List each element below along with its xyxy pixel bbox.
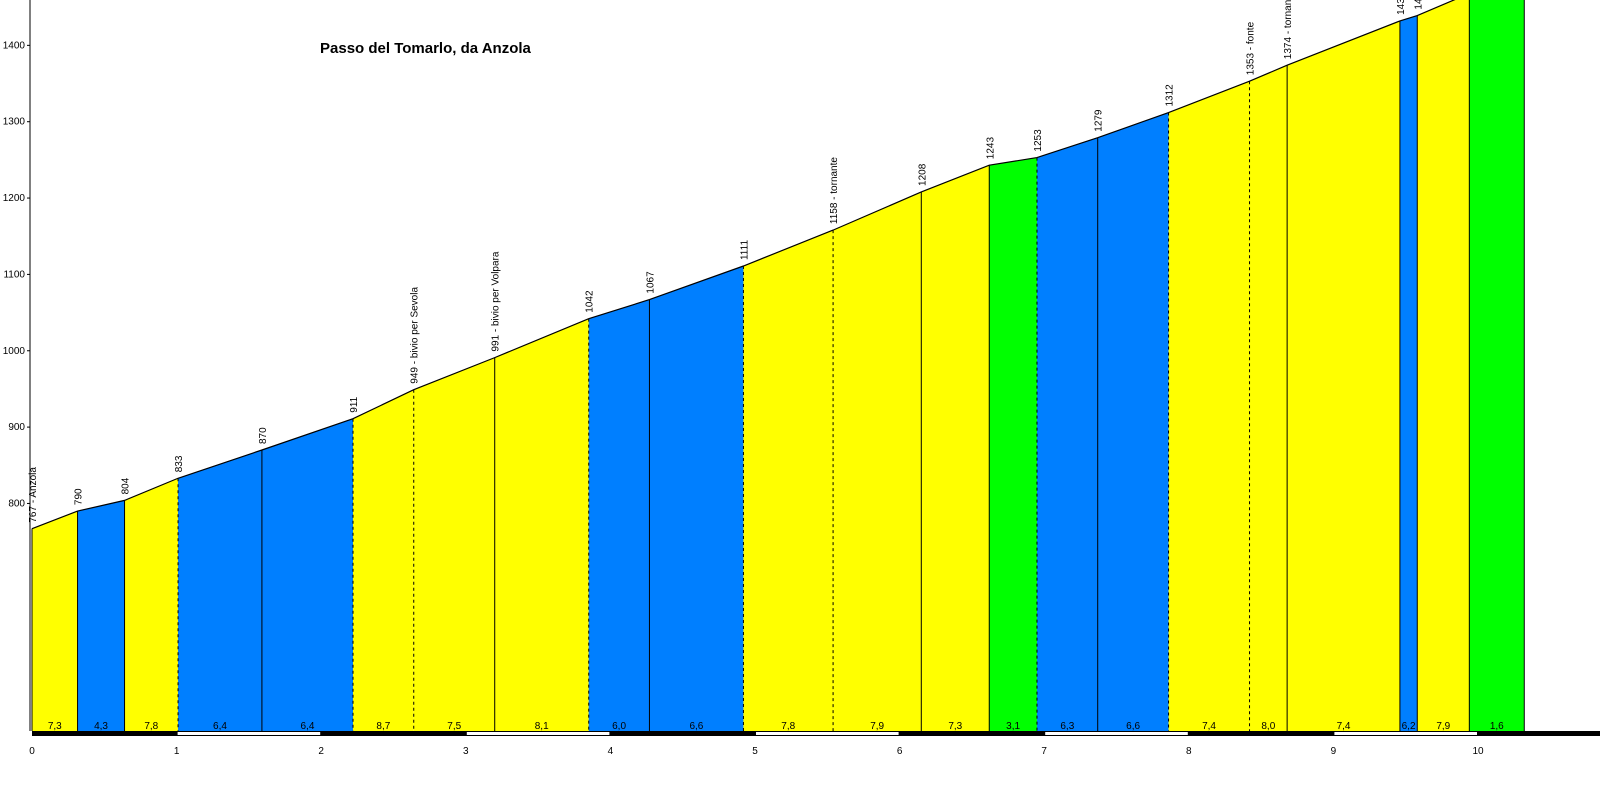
distance-bar-block <box>1334 732 1477 735</box>
x-tick-label: 7 <box>1041 746 1047 757</box>
gradient-label: 7,4 <box>1337 721 1351 732</box>
x-tick-label: 4 <box>608 746 614 757</box>
x-tick-label: 8 <box>1186 746 1192 757</box>
segment-fill-12 <box>921 165 990 732</box>
x-tick-label: 0 <box>29 746 35 757</box>
gradient-label: 8,0 <box>1261 721 1275 732</box>
gradient-label: 7,8 <box>781 721 795 732</box>
segment-fill-4 <box>261 418 354 731</box>
y-tick-label: 1100 <box>3 269 25 280</box>
gradient-label: 7,3 <box>48 721 62 732</box>
gradient-label: 1,6 <box>1490 721 1504 732</box>
y-tick-label: 1300 <box>3 117 26 128</box>
altitude-label: 804 <box>121 477 132 494</box>
gradient-label: 7,3 <box>948 721 962 732</box>
altitude-label: 1432 <box>1396 0 1407 15</box>
y-tick-label: 1200 <box>3 193 26 204</box>
distance-bar-block <box>466 732 610 735</box>
x-tick-label: 9 <box>1331 746 1337 757</box>
gradient-label: 6,2 <box>1402 721 1416 732</box>
altitude-label: 911 <box>349 396 360 412</box>
segment-fill-17 <box>1249 65 1288 732</box>
gradient-label: 7,8 <box>144 721 158 732</box>
segment-fill-20 <box>1417 0 1470 731</box>
segment-fill-9 <box>649 266 744 731</box>
distance-bar-block <box>1045 732 1188 735</box>
x-tick-label: 6 <box>897 746 903 757</box>
gradient-label: 8,1 <box>535 721 549 732</box>
gradient-label: 6,3 <box>1060 721 1074 732</box>
segment-fill-1 <box>77 500 125 731</box>
x-tick-label: 2 <box>318 746 324 757</box>
gradient-label: 7,4 <box>1202 721 1216 732</box>
segment-fill-8 <box>588 299 650 731</box>
altitude-label: 1158 - tornante <box>829 157 840 225</box>
altitude-label: 1208 <box>917 163 928 186</box>
altitude-label: 767 - Anzola <box>28 467 39 523</box>
segment-fill-15 <box>1097 112 1169 731</box>
segment-fill-18 <box>1287 20 1400 732</box>
altitude-label: 1253 <box>1033 129 1044 152</box>
altitude-label: 1353 - fonte <box>1246 21 1257 75</box>
altitude-label: 949 - bivio per Sevola <box>410 287 421 384</box>
gradient-label: 4,3 <box>94 721 108 732</box>
segment-fill-13 <box>989 157 1037 732</box>
altitude-label: 1279 <box>1094 109 1105 132</box>
altitude-label: 1042 <box>585 290 596 313</box>
gradient-label: 7,5 <box>447 721 461 732</box>
altitude-label: 790 <box>74 488 85 505</box>
segment-fill-2 <box>124 478 179 731</box>
segment-fill-7 <box>494 318 589 731</box>
segment-fill-19 <box>1399 15 1418 732</box>
segment-fill-11 <box>833 191 922 731</box>
segment-fill-16 <box>1168 81 1250 731</box>
segment-fill-6 <box>413 357 495 731</box>
gradient-label: 6,0 <box>612 721 626 732</box>
x-tick-label: 3 <box>463 746 469 757</box>
altitude-label: 1439 <box>1413 0 1424 10</box>
distance-bar-block <box>756 732 899 735</box>
altitude-label: 1374 - tornante <box>1283 0 1294 59</box>
x-tick-label: 1 <box>174 746 180 757</box>
segment-fill-21 <box>1469 0 1525 731</box>
distance-bar-block <box>177 732 321 735</box>
x-tick-label: 10 <box>1472 746 1484 757</box>
gradient-label: 6,6 <box>1126 721 1140 732</box>
altitude-label: 1111 <box>739 240 750 260</box>
gradient-label: 8,7 <box>376 721 390 732</box>
segment-fill-14 <box>1036 137 1098 731</box>
segment-fill-3 <box>178 450 262 731</box>
altitude-label: 1243 <box>985 137 996 160</box>
gradient-label: 3,1 <box>1006 721 1020 732</box>
y-tick-label: 1400 <box>3 40 26 51</box>
altitude-label: 1067 <box>645 271 656 294</box>
segment-fill-0 <box>32 511 78 731</box>
gradient-label: 6,4 <box>213 721 227 732</box>
y-tick-label: 900 <box>8 422 25 433</box>
gradient-label: 6,4 <box>301 721 315 732</box>
gradient-label: 7,9 <box>1436 721 1450 732</box>
altitude-label: 991 - bivio per Volpara <box>491 251 502 352</box>
altitude-label: 833 <box>174 455 185 472</box>
altitude-label: 1312 <box>1165 84 1176 107</box>
y-tick-label: 1000 <box>3 346 26 357</box>
gradient-label: 7,9 <box>870 721 884 732</box>
segment-fill-10 <box>743 230 834 731</box>
profile-line <box>31 0 1456 530</box>
chart-title: Passo del Tomarlo, da Anzola <box>320 40 532 57</box>
altitude-label: 870 <box>258 427 269 444</box>
x-tick-label: 5 <box>752 746 758 757</box>
y-tick-label: 800 <box>8 498 25 509</box>
gradient-label: 6,6 <box>689 721 703 732</box>
segment-fill-5 <box>353 389 414 731</box>
